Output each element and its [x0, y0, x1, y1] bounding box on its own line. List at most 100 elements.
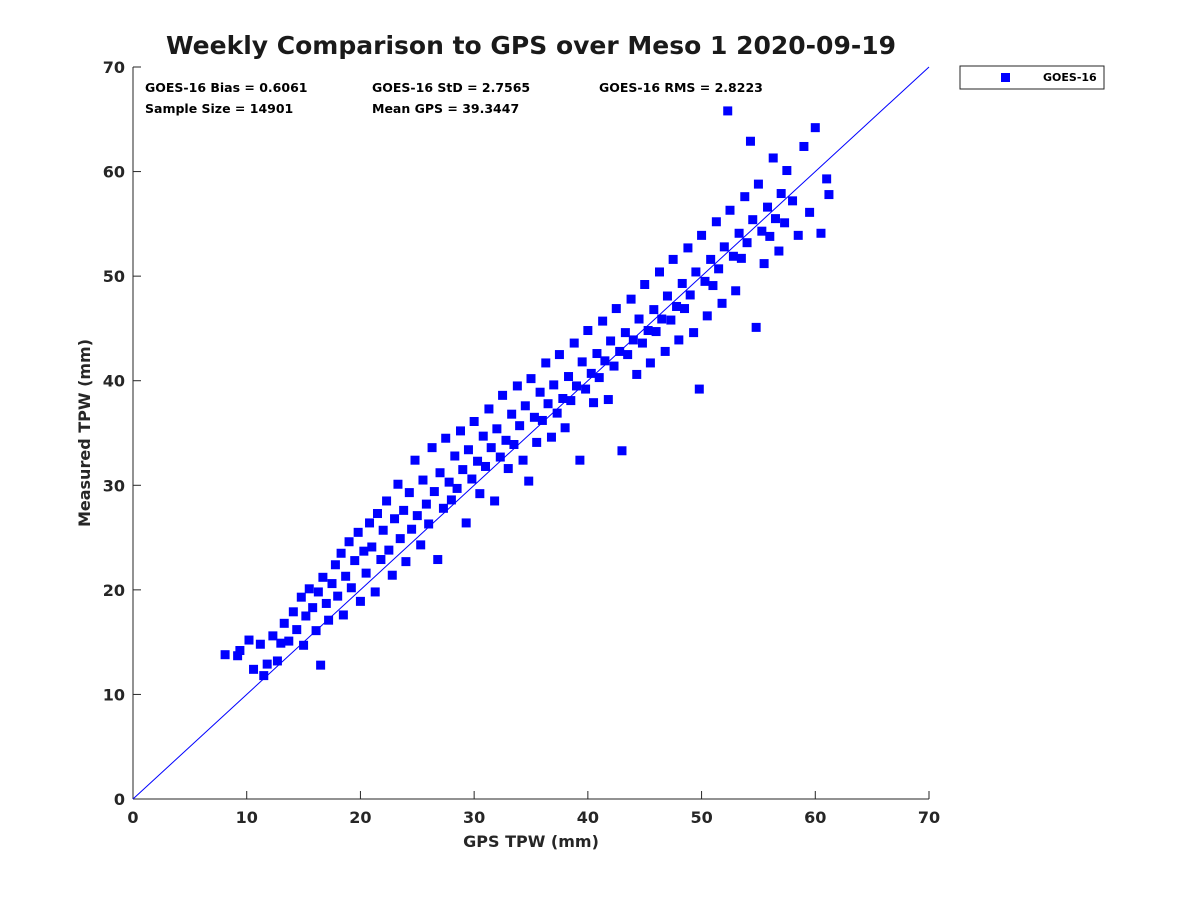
data-point: [435, 468, 445, 478]
data-point: [370, 587, 380, 597]
data-point: [387, 570, 397, 580]
data-point: [768, 153, 778, 163]
data-point: [668, 254, 678, 264]
data-point: [401, 557, 411, 567]
data-point: [717, 298, 727, 308]
one-to-one-line: [132, 66, 930, 800]
data-point: [308, 603, 318, 613]
data-point: [382, 496, 392, 506]
data-point: [575, 455, 585, 465]
data-point: [330, 560, 340, 570]
data-point: [365, 518, 375, 528]
data-point: [316, 660, 326, 670]
y-axis-label: Measured TPW (mm): [75, 339, 94, 527]
data-point: [410, 455, 420, 465]
data-point: [569, 338, 579, 348]
data-point: [424, 519, 434, 529]
data-point: [626, 294, 636, 304]
data-point: [753, 179, 763, 189]
data-point: [255, 639, 265, 649]
data-point: [657, 314, 667, 324]
data-point: [757, 226, 767, 236]
data-point: [660, 346, 670, 356]
data-point: [486, 443, 496, 453]
data-point: [512, 381, 522, 391]
stat-rms: GOES-16 RMS = 2.8223: [599, 80, 763, 95]
data-point: [594, 373, 604, 383]
data-point: [458, 465, 468, 475]
data-point: [589, 398, 599, 408]
data-point: [438, 503, 448, 513]
data-point: [284, 636, 294, 646]
data-point: [262, 659, 272, 669]
data-point: [763, 202, 773, 212]
data-point: [554, 350, 564, 360]
data-point: [617, 446, 627, 456]
data-point: [609, 361, 619, 371]
data-point: [694, 384, 704, 394]
data-point: [288, 607, 298, 617]
data-point: [376, 555, 386, 565]
data-point: [490, 496, 500, 506]
data-point: [450, 451, 460, 461]
data-point: [399, 505, 409, 515]
data-point: [592, 349, 602, 359]
x-axis-label: GPS TPW (mm): [463, 832, 599, 851]
data-point: [782, 166, 792, 176]
x-tick-label: 70: [918, 808, 940, 827]
data-point: [770, 214, 780, 224]
data-point: [526, 374, 536, 384]
data-point: [606, 336, 616, 346]
data-point: [683, 243, 693, 253]
data-point: [640, 280, 650, 290]
y-tick-label: 20: [103, 581, 125, 600]
data-point: [507, 409, 517, 419]
data-point: [623, 350, 633, 360]
data-point: [723, 106, 733, 116]
data-point: [543, 399, 553, 409]
data-point: [677, 278, 687, 288]
data-point: [416, 540, 426, 550]
x-tick-label: 50: [690, 808, 712, 827]
data-point: [541, 358, 551, 368]
data-point: [361, 568, 371, 578]
data-point: [583, 326, 593, 336]
data-point: [433, 555, 443, 565]
data-point: [700, 276, 710, 286]
data-point: [643, 326, 653, 336]
y-tick-label: 10: [103, 685, 125, 704]
data-point: [685, 290, 695, 300]
data-point: [774, 246, 784, 256]
data-point: [313, 587, 323, 597]
data-point: [299, 640, 309, 650]
data-point: [691, 267, 701, 277]
data-point: [725, 205, 735, 215]
data-point: [759, 259, 769, 269]
data-point: [586, 368, 596, 378]
data-point: [714, 264, 724, 274]
plot-area: 0 10 20 30 40 50 60 70 0 10 20 30 40 50 60 70: [103, 58, 940, 827]
data-point: [244, 635, 254, 645]
legend-box: [959, 65, 1105, 90]
data-point: [697, 230, 707, 240]
data-point: [501, 435, 511, 445]
data-point: [745, 136, 755, 146]
data-point: [393, 479, 403, 489]
data-point: [518, 455, 528, 465]
stat-sample-size: Sample Size = 14901: [145, 101, 293, 116]
data-point: [301, 611, 311, 621]
stat-mean-gps: Mean GPS = 39.3447: [372, 101, 519, 116]
data-point: [560, 423, 570, 433]
data-point: [662, 291, 672, 301]
data-point: [600, 356, 610, 366]
data-point: [259, 671, 269, 681]
data-point: [390, 514, 400, 524]
data-point: [492, 424, 502, 434]
legend-label: GOES-16: [1043, 71, 1097, 84]
y-tick-label: 60: [103, 163, 125, 182]
data-point: [478, 431, 488, 441]
data-point: [674, 335, 684, 345]
data-point: [765, 231, 775, 241]
data-point: [484, 404, 494, 414]
data-point: [475, 489, 485, 499]
